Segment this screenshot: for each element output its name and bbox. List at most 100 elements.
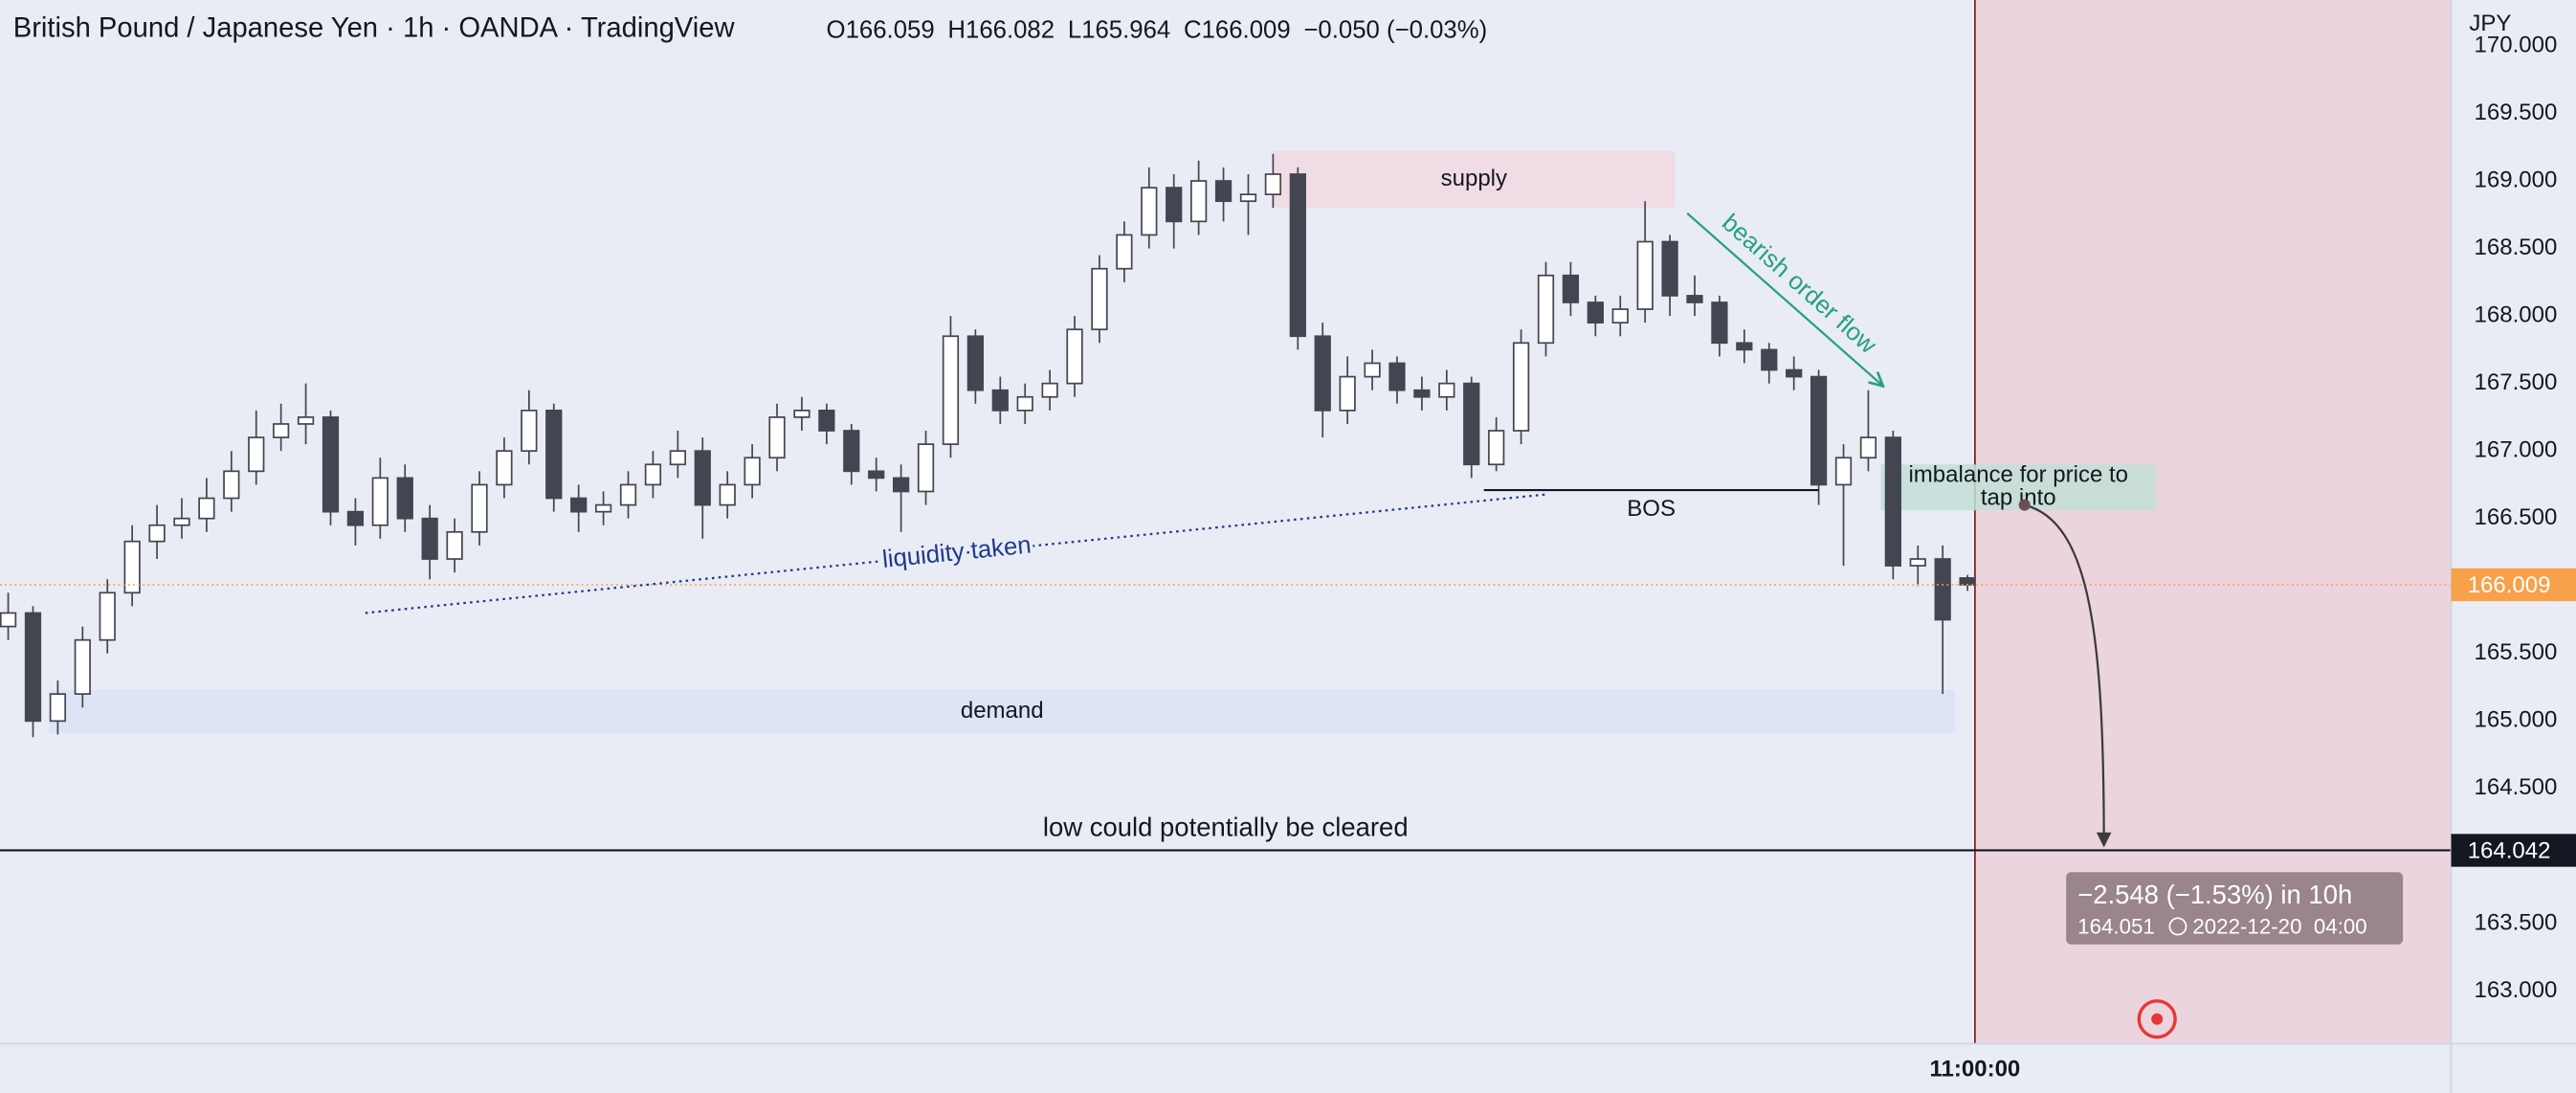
candle-body xyxy=(1166,187,1183,223)
axis-layer: 163.000163.500164.000164.500165.000165.5… xyxy=(1929,32,2576,1082)
candle-body xyxy=(1066,328,1083,385)
candle-body xyxy=(1463,382,1480,466)
candle-body xyxy=(421,517,438,560)
candle-body xyxy=(446,530,463,560)
projection-label: −2.548 (−1.53%) in 10h xyxy=(2077,880,2352,909)
chart-title: British Pound / Japanese Yen · 1h · OAND… xyxy=(13,13,736,44)
candle-body xyxy=(1016,395,1033,412)
candle-body xyxy=(297,416,315,425)
candle-body xyxy=(669,450,686,466)
candle-body xyxy=(1364,362,1381,378)
y-tick-label: 165.000 xyxy=(2475,707,2558,733)
candle-body xyxy=(719,483,736,506)
candle-body xyxy=(1587,301,1604,324)
candle-body xyxy=(1239,193,1257,203)
projection-box xyxy=(2066,872,2404,945)
candle-body xyxy=(619,483,637,506)
ohlc-key: H xyxy=(947,16,966,43)
y-tick-label: 168.500 xyxy=(2475,234,2558,260)
ohlc-key: O xyxy=(827,16,846,43)
candle-body xyxy=(868,470,885,480)
candle-body xyxy=(1959,577,1976,586)
candle-body xyxy=(694,450,711,506)
y-tick-label: 168.000 xyxy=(2475,301,2558,327)
candle-body xyxy=(570,497,588,513)
candle-body xyxy=(1264,173,1282,196)
candle-body xyxy=(1537,274,1555,345)
candle-body xyxy=(1488,430,1505,466)
candle-body xyxy=(74,638,91,695)
line-price-box xyxy=(2451,834,2576,867)
candle-body xyxy=(521,409,538,453)
ohlc-value: 166.059 xyxy=(846,16,935,43)
candle-body xyxy=(545,409,563,500)
candle-body xyxy=(322,416,340,513)
candle-body xyxy=(1884,436,1901,567)
horizontal-line-label: low could potentially be cleared xyxy=(1043,812,1409,841)
ohlc-value: 166.082 xyxy=(966,16,1055,43)
ohlc-value: 165.964 xyxy=(1081,16,1170,43)
candle-body xyxy=(1909,558,1926,567)
candle-body xyxy=(198,497,215,520)
candle-body xyxy=(148,524,166,543)
candle-body xyxy=(1711,301,1728,345)
candle-body xyxy=(594,503,612,513)
candle-body xyxy=(768,416,786,459)
candle-body xyxy=(1686,295,1703,303)
candle-body xyxy=(917,443,935,493)
candle-body xyxy=(1289,173,1306,338)
candle-body xyxy=(1438,382,1455,398)
projection-start xyxy=(2018,499,2031,511)
zone-label: demand xyxy=(961,698,1044,724)
candle-body xyxy=(173,517,190,526)
candle-body xyxy=(0,612,17,628)
zone-label: supply xyxy=(1441,166,1507,191)
ohlc-change: −0.050 (−0.03%) xyxy=(1303,16,1487,43)
zone xyxy=(1880,464,2157,511)
candle-body xyxy=(49,693,67,723)
ohlc-key: L xyxy=(1068,16,1081,43)
candle-body xyxy=(1214,180,1232,203)
candle-body xyxy=(1413,389,1431,398)
line-price-label: 164.042 xyxy=(2468,838,2551,864)
y-tick-label: 170.000 xyxy=(2475,32,2558,57)
y-tick-label: 167.500 xyxy=(2475,369,2558,395)
trend-line xyxy=(365,493,1549,614)
target-icon xyxy=(2137,999,2177,1039)
candle-body xyxy=(1661,240,1678,297)
candle-body xyxy=(1041,382,1058,398)
candle-body xyxy=(1736,342,1753,351)
candle-body xyxy=(1190,180,1208,223)
zone-label: imbalance for price to xyxy=(1908,462,2128,488)
y-tick-label: 169.500 xyxy=(2475,100,2558,125)
candle-body xyxy=(744,457,761,486)
y-tick-label: 163.500 xyxy=(2475,909,2558,935)
candle-body xyxy=(371,477,389,526)
y-tick-label: 163.000 xyxy=(2475,977,2558,1003)
candle-body xyxy=(1859,436,1877,459)
candle-body xyxy=(471,483,488,533)
candle-body xyxy=(396,477,413,520)
candle-body xyxy=(1314,335,1331,412)
clock-icon xyxy=(2168,917,2187,936)
candle-body xyxy=(1611,308,1629,324)
candle-body xyxy=(1834,457,1853,486)
y-tick-label: 164.500 xyxy=(2475,774,2558,800)
candle-body xyxy=(1388,362,1406,391)
level-label: BOS xyxy=(1627,496,1676,522)
candle-body xyxy=(991,389,1009,412)
candle-body xyxy=(1636,240,1654,310)
candle-body xyxy=(346,510,365,526)
y-tick-label: 165.500 xyxy=(2475,639,2558,665)
candle-body xyxy=(496,450,513,486)
candle-body xyxy=(123,540,141,594)
candle-body xyxy=(966,335,985,391)
y-tick-label: 167.000 xyxy=(2475,437,2558,463)
candle-body xyxy=(1761,348,1778,371)
candle-body xyxy=(793,409,811,418)
y-tick-label: 166.500 xyxy=(2475,504,2558,530)
trend-line xyxy=(1686,212,1883,387)
x-tick-label: 11:00:00 xyxy=(1929,1056,2020,1082)
